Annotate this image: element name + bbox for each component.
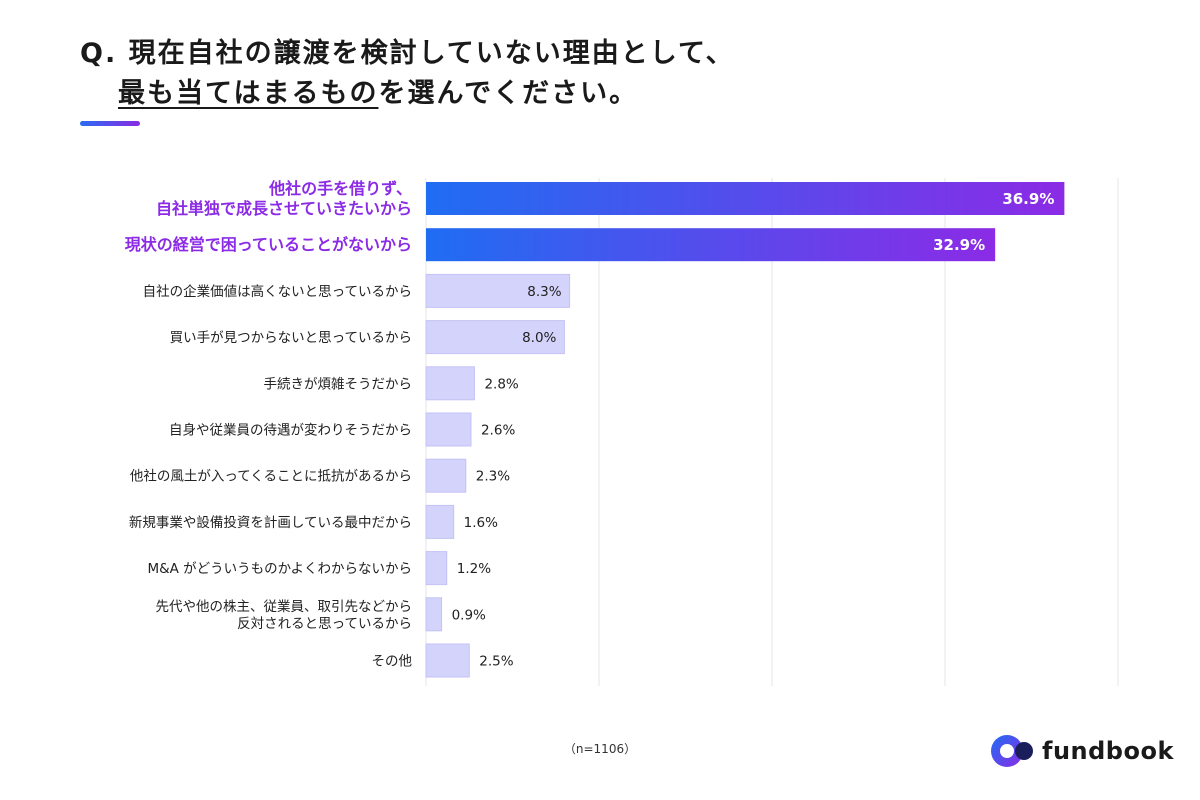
data-label: 2.6%	[481, 423, 515, 439]
data-label: 2.3%	[476, 469, 510, 485]
title-line-2: 最も当てはまるものを選んでください。	[80, 74, 735, 114]
data-label: 8.0%	[522, 330, 556, 346]
category-label: 買い手が見つからないと思っているから	[170, 330, 412, 346]
category-label: M&A がどういうものかよくわからないから	[147, 561, 412, 577]
category-label: 他社の風土が入ってくることに抵抗があるから	[130, 469, 412, 485]
category-label: 先代や他の株主、従業員、取引先などから	[156, 599, 413, 615]
category-label: 現状の経営で困っていることがないから	[125, 235, 412, 254]
category-label: 自社の企業価値は高くないと思っているから	[143, 283, 412, 300]
bar	[425, 597, 443, 632]
category-label: 反対されると思っているから	[237, 616, 412, 632]
bar	[425, 458, 467, 493]
data-label: 2.8%	[484, 376, 518, 392]
title-accent-bar	[80, 121, 140, 126]
data-label: 1.6%	[464, 515, 498, 531]
bar	[426, 182, 1065, 215]
bar	[425, 366, 475, 401]
data-label: 8.3%	[527, 284, 561, 300]
chart-title: Q. 現在自社の譲渡を検討していない理由として、 最も当てはまるものを選んでくだ…	[80, 34, 735, 114]
bar	[425, 320, 565, 355]
category-label: 自社単独で成長させていきたいから	[156, 199, 412, 218]
bar	[425, 643, 470, 678]
title-underlined-phrase: 最も当てはまるもの	[118, 78, 379, 109]
data-label: 0.9%	[452, 607, 486, 623]
data-label: 1.2%	[457, 561, 491, 577]
bar-chart: 36.9% 他社の手を借りず、自社単独で成長させていきたいから 32.9% 現状の経営…	[125, 178, 1119, 686]
category-label: 他社の手を借りず、	[268, 179, 412, 198]
fundbook-logo: fundbook	[990, 733, 1174, 769]
category-label: 新規事業や設備投資を計画している最中だから	[129, 515, 412, 531]
data-label: 36.9%	[1002, 190, 1054, 208]
fundbook-logo-text: fundbook	[1042, 737, 1174, 765]
data-label: 32.9%	[933, 236, 985, 254]
fundbook-logo-mark-icon	[990, 734, 1038, 768]
bar	[426, 228, 996, 262]
bar	[425, 412, 472, 447]
category-label: 手続きが煩雑そうだから	[264, 376, 413, 392]
category-label: その他	[372, 654, 413, 670]
data-label: 2.5%	[479, 654, 513, 670]
bar	[425, 273, 571, 308]
category-label: 自身や従業員の待遇が変わりそうだから	[169, 422, 412, 439]
bar	[425, 551, 448, 586]
sample-size-note: （n=1106）	[563, 742, 637, 756]
title-line-1: Q. 現在自社の譲渡を検討していない理由として、	[80, 38, 735, 69]
bar	[425, 504, 455, 539]
title-line-2-rest: を選んでください。	[378, 78, 639, 109]
